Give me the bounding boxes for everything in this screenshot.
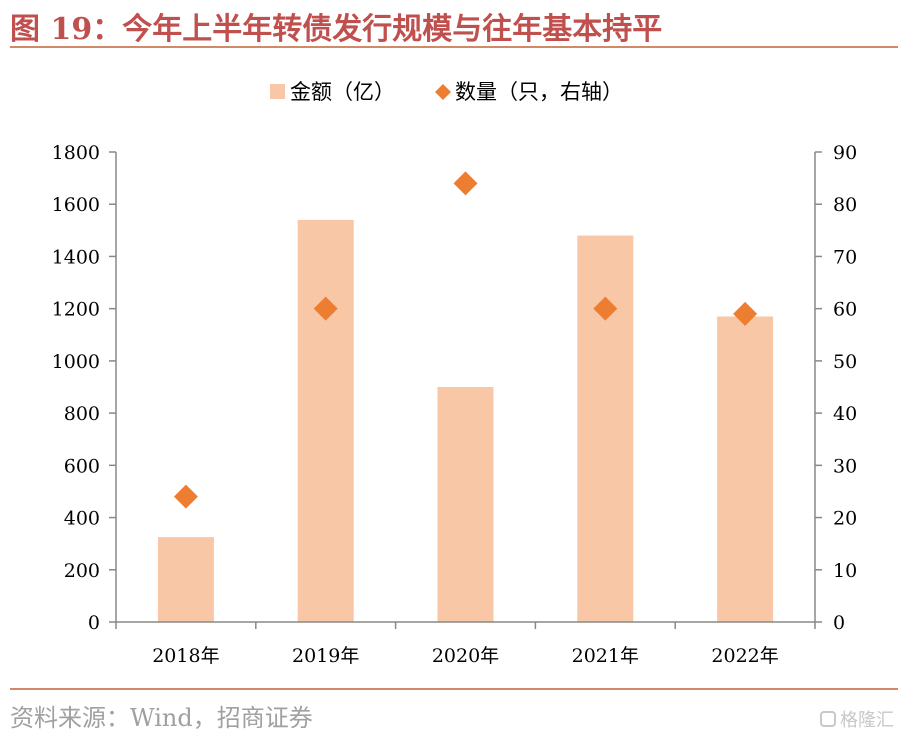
legend-label-amount: 金额（亿） bbox=[290, 80, 395, 104]
x-tick-label-1: 2019年 bbox=[292, 645, 359, 667]
y-left-tick-label-2: 400 bbox=[64, 508, 100, 530]
y-right-tick-label-4: 40 bbox=[833, 403, 857, 425]
y-left-tick-label-8: 1600 bbox=[52, 194, 100, 216]
y-right-tick-label-5: 50 bbox=[833, 351, 857, 373]
bar-3 bbox=[577, 235, 634, 623]
bar-2 bbox=[437, 387, 494, 622]
x-tick-label-4: 2022年 bbox=[711, 645, 778, 667]
y-left-tick-label-5: 1000 bbox=[52, 351, 100, 373]
source-divider bbox=[10, 688, 898, 690]
y-left-tick-label-1: 200 bbox=[64, 560, 100, 582]
watermark: 格隆汇 bbox=[820, 706, 894, 732]
bar-0 bbox=[157, 537, 214, 622]
y-right-tick-label-6: 60 bbox=[833, 299, 857, 321]
y-right-tick-label-1: 10 bbox=[833, 560, 857, 582]
y-left-tick-label-7: 1400 bbox=[52, 246, 100, 268]
title-divider bbox=[10, 46, 898, 48]
y-left-tick-label-6: 1200 bbox=[52, 299, 100, 321]
y-right-tick-label-8: 80 bbox=[833, 194, 857, 216]
y-left-tick-label-0: 0 bbox=[88, 612, 100, 634]
legend-swatch-count bbox=[435, 84, 451, 100]
count-point-1 bbox=[313, 296, 338, 321]
source-note: 资料来源：Wind，招商证券 bbox=[10, 704, 313, 732]
bar-4 bbox=[717, 316, 774, 622]
x-tick-label-3: 2021年 bbox=[572, 645, 639, 667]
y-left-tick-label-9: 1800 bbox=[52, 142, 100, 164]
watermark-logo-icon bbox=[820, 711, 836, 727]
y-right-tick-label-2: 20 bbox=[833, 508, 857, 530]
legend-label-count: 数量（只，右轴） bbox=[455, 80, 623, 104]
watermark-text: 格隆汇 bbox=[840, 710, 894, 731]
count-point-3 bbox=[593, 296, 618, 321]
chart-title: 图 19：今年上半年转债发行规模与往年基本持平 bbox=[10, 12, 663, 47]
bar-1 bbox=[297, 219, 354, 622]
legend-swatch-amount bbox=[270, 84, 285, 99]
x-tick-label-0: 2018年 bbox=[152, 645, 219, 667]
count-point-0 bbox=[173, 484, 198, 509]
count-point-4 bbox=[733, 301, 758, 326]
y-right-tick-label-9: 90 bbox=[833, 142, 857, 164]
y-right-tick-label-7: 70 bbox=[833, 246, 857, 268]
x-tick-label-2: 2020年 bbox=[432, 645, 499, 667]
y-right-tick-label-3: 30 bbox=[833, 455, 857, 477]
y-left-tick-label-4: 800 bbox=[64, 403, 100, 425]
y-left-tick-label-3: 600 bbox=[64, 455, 100, 477]
count-point-2 bbox=[453, 171, 478, 196]
y-right-tick-label-0: 0 bbox=[833, 612, 845, 634]
